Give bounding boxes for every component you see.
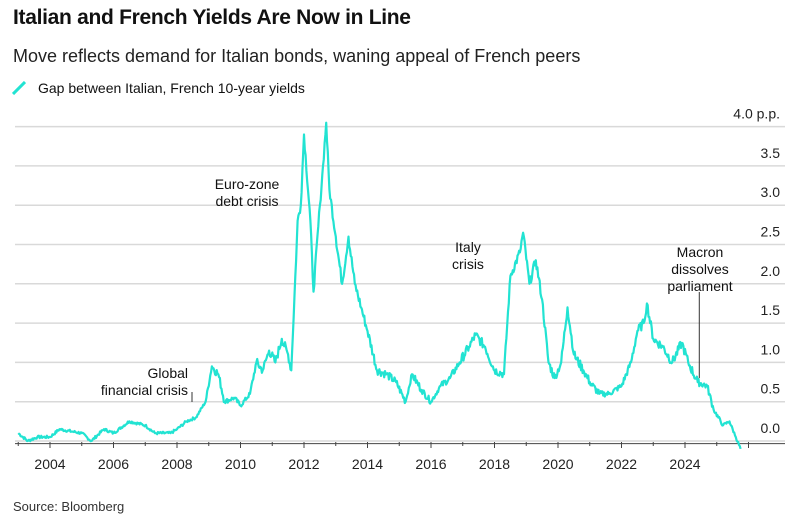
annotation-label: Global [148, 365, 188, 381]
x-tick-label: 2018 [479, 456, 510, 472]
y-tick-label: 3.0 [761, 184, 781, 200]
y-tick-label: 4.0 p.p. [733, 106, 780, 122]
x-tick-label: 2022 [606, 456, 637, 472]
y-tick-label: 1.0 [761, 341, 781, 357]
annotation-label: debt crisis [215, 193, 278, 209]
x-tick-label: 2014 [352, 456, 383, 472]
x-tick-label: 2024 [669, 456, 700, 472]
y-tick-label: 2.0 [761, 263, 781, 279]
x-tick-label: 2012 [288, 456, 319, 472]
annotation-label: Macron [677, 244, 724, 260]
x-tick-label: 2016 [415, 456, 446, 472]
chart-title: Italian and French Yields Are Now in Lin… [13, 6, 411, 29]
annotation-label: parliament [667, 278, 732, 294]
y-tick-label: 1.5 [761, 302, 781, 318]
legend-label: Gap between Italian, French 10-year yiel… [38, 80, 305, 96]
annotation-label: dissolves [671, 261, 729, 277]
legend-swatch [12, 81, 26, 95]
x-tick-label: 2010 [225, 456, 256, 472]
y-tick-label: 2.5 [761, 224, 781, 240]
series-line [17, 121, 742, 450]
source-note: Source: Bloomberg [13, 499, 125, 514]
legend: Gap between Italian, French 10-year yiel… [12, 80, 305, 96]
x-tick-label: 2020 [542, 456, 573, 472]
annotation-label: Italy [455, 239, 481, 255]
y-tick-label: 0.5 [761, 381, 781, 397]
y-tick-label: 3.5 [761, 145, 781, 161]
y-tick-label: 0.0 [761, 420, 781, 436]
x-tick-label: 2004 [34, 456, 65, 472]
x-tick-label: 2006 [98, 456, 129, 472]
chart-subtitle: Move reflects demand for Italian bonds, … [13, 46, 581, 66]
x-tick-label: 2008 [161, 456, 192, 472]
annotation-label: financial crisis [101, 382, 188, 398]
annotation-label: crisis [452, 256, 484, 272]
annotation-label: Euro-zone [215, 176, 280, 192]
